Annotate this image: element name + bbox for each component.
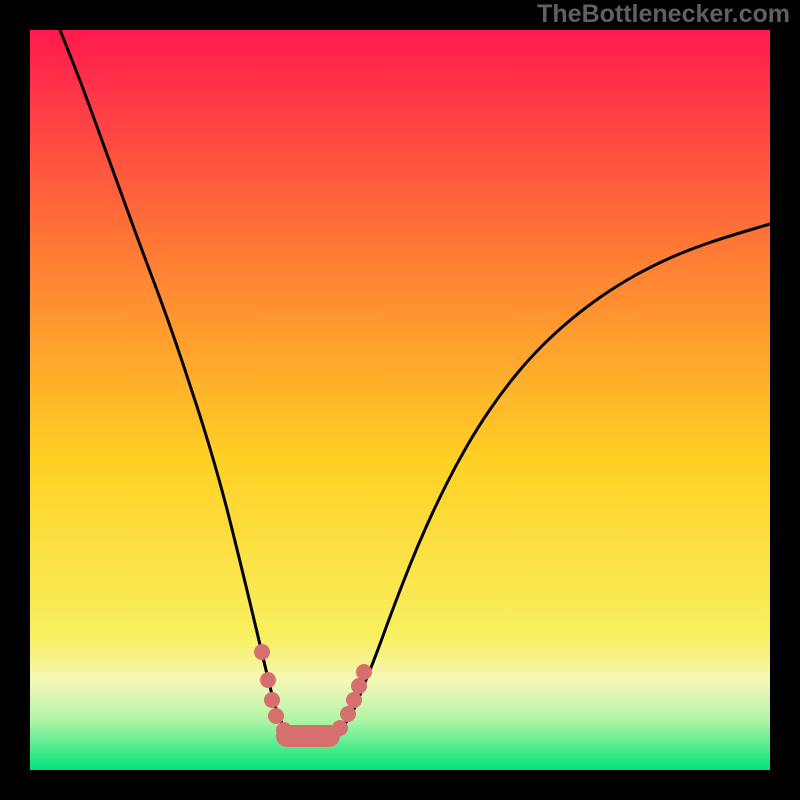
valley-bar	[276, 725, 340, 747]
watermark-text: TheBottlenecker.com	[537, 0, 790, 29]
curve-marker	[268, 708, 284, 724]
chart-frame: TheBottlenecker.com	[0, 0, 800, 800]
curve-marker	[356, 664, 372, 680]
chart-svg	[30, 30, 770, 770]
bottleneck-curve	[60, 30, 770, 739]
curve-marker	[351, 678, 367, 694]
curve-marker	[260, 672, 276, 688]
curve-marker	[340, 706, 356, 722]
curve-marker	[346, 692, 362, 708]
curve-marker	[254, 644, 270, 660]
plot-area	[30, 30, 770, 770]
curve-marker	[264, 692, 280, 708]
